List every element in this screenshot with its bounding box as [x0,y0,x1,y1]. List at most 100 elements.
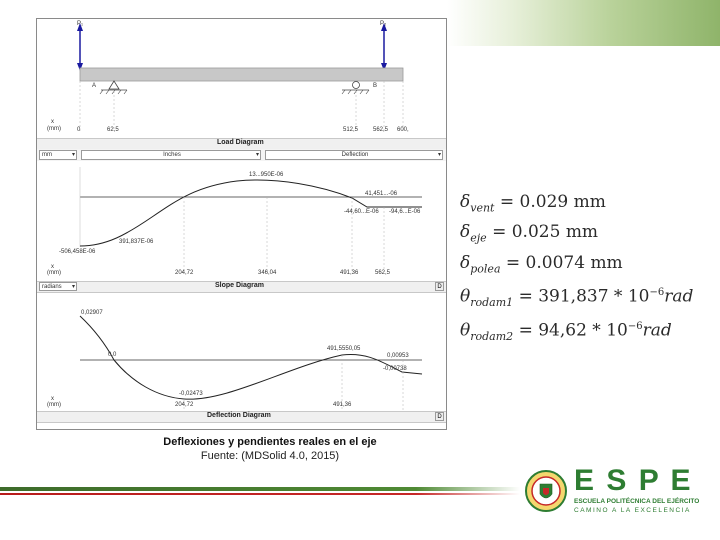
axis-unit-label: (mm) [47,270,61,276]
tick-label: 204,72 [175,270,194,276]
formula-subscript: rodam1 [470,296,514,310]
slope-label: -506,458E-06 [59,249,96,255]
footer-green-line [0,487,520,491]
formula-symbol: δ [460,252,471,273]
deflection-chart-panel: 0,02907 0,0 -0,02473 491,5550,05 0,00953… [37,292,446,410]
formula-exponent: −6 [627,321,643,333]
support-label-a: A [92,83,97,89]
formula-symbol: δ [460,192,471,212]
chevron-down-icon: ▾ [71,152,75,158]
tick-label: 491,36 [333,402,352,408]
espe-crest-logo [524,466,568,516]
slope-chart-panel: 13...950E-06 41,451...-06 -44,60...E-06 … [37,162,446,280]
formula-row: θrodam2 = 94,62 * 10−6rad [460,315,710,349]
unit-select[interactable]: mm ▾ [39,150,77,160]
axis-x-label: x [51,119,54,125]
load-arrow-right[interactable] [381,23,387,71]
beam-drawing [77,23,404,131]
position-label: 562,5 [373,127,389,133]
formula-subscript: rodam2 [470,330,514,344]
formula-row: δvent = 0.029 mm [460,190,710,220]
slope-diagram-title: Slope Diagram [215,282,265,289]
formula-value: = 391,837 * 10 [518,286,650,307]
results-formulas: δvent = 0.029 mm δeje = 0.025 mm δpolea … [460,190,710,349]
formula-symbol: δ [460,222,471,243]
deflection-label: 0,00953 [387,353,409,359]
slope-curve-plot [79,167,422,272]
deflection-label: -0,00738 [383,366,407,372]
slope-d-button[interactable]: D [435,282,444,291]
load-diagram-controls: mm ▾ Inches ▾ Deflection ▾ [37,149,446,161]
position-guides [79,81,404,131]
load-label-p1: P₁ [77,21,84,27]
formula-symbol: θ [460,286,471,307]
slope-guides [183,197,385,272]
tick-label: 346,04 [258,270,277,276]
beam-body[interactable] [79,67,404,82]
slope-label-max: 13...950E-06 [249,172,284,178]
brand-line1: ESCUELA POLITÉCNICA DEL EJÉRCITO [574,498,700,505]
position-label: 512,5 [343,127,359,133]
deflection-curve [79,315,423,400]
deflection-guides [183,355,404,410]
deflection-diagram-bar: Deflection Diagram D [37,411,446,423]
figure-caption: Deflexiones y pendientes reales en el ej… [40,436,500,462]
diagram-type-select[interactable]: Deflection ▾ [265,150,443,160]
deflection-label: 0,0 [108,352,117,358]
mdsolid-window: P₁ P₂ A B x (mm) 0 62,5 512,5 562,5 600,… [36,18,447,430]
slope-label: 391,837E-06 [119,239,154,245]
beam-panel: P₁ P₂ A B x (mm) 0 62,5 512,5 562,5 600, [37,19,446,139]
position-label: 600, [397,127,409,133]
top-gradient-band [447,0,720,46]
formula-row: δpolea = 0.0074 mm [460,251,710,281]
formula-value: = 0.0074 mm [505,252,623,273]
caption-source: Fuente: (MDSolid 4.0, 2015) [200,450,340,462]
formula-value: = 0.029 mm [499,192,606,212]
pin-support-a[interactable] [99,80,128,95]
brand-name: E S P E [574,464,693,497]
diagram-type-select-value: Deflection [341,152,369,158]
deflection-curve-plot [79,315,423,410]
load-label-p2: P₂ [380,21,387,27]
deflection-label-start: 0,02907 [81,310,103,316]
load-arrow-left[interactable] [77,23,83,71]
formula-symbol: θ [460,320,471,341]
deflection-diagram-title: Deflection Diagram [207,412,271,419]
slope-label: 41,451...-06 [365,191,398,197]
axis-unit-label: (mm) [47,126,61,132]
crest-icon [525,470,567,512]
formula-subscript: eje [470,231,487,245]
mid-select[interactable]: Inches ▾ [81,150,261,160]
slope-diagram-bar: radians ▾ Slope Diagram D [37,281,446,293]
formula-exponent: −6 [649,287,665,299]
tick-label: 491,36 [340,270,359,276]
unit-select-value: mm [42,152,52,158]
footer-red-line [0,493,520,495]
tick-label: 562,5 [375,270,391,276]
axis-x-label: x [51,264,54,270]
deflection-d-button[interactable]: D [435,412,444,421]
formula-subscript: polea [470,262,501,276]
support-label-b: B [373,83,378,89]
slope-label: -44,60...E-06 [344,209,379,215]
formula-value: = 0.025 mm [492,222,599,243]
chevron-down-icon: ▾ [255,152,259,158]
deflection-label-min: -0,02473 [179,391,203,397]
load-diagram-title: Load Diagram [217,139,264,146]
axis-x-label: x [51,396,54,402]
slope-unit-select[interactable]: radians ▾ [39,282,77,291]
formula-row: θrodam1 = 391,837 * 10−6rad [460,281,710,315]
formula-unit: rad [642,320,672,341]
deflection-label-peak: 491,5550,05 [327,346,361,352]
formula-subscript: vent [470,201,495,215]
slope-unit-select-value: radians [42,284,62,290]
espe-wordmark: E S P E ESCUELA POLITÉCNICA DEL EJÉRCITO… [574,466,714,518]
brand-line2: CAMINO A LA EXCELENCIA [574,507,691,514]
position-label: 62,5 [107,127,119,133]
mid-select-value: Inches [163,152,181,158]
formula-row: δeje = 0.025 mm [460,220,710,250]
chevron-down-icon: ▾ [437,152,441,158]
roller-support-b[interactable] [341,81,370,95]
axis-unit-label: (mm) [47,402,61,408]
caption-title: Deflexiones y pendientes reales en el ej… [163,436,377,448]
